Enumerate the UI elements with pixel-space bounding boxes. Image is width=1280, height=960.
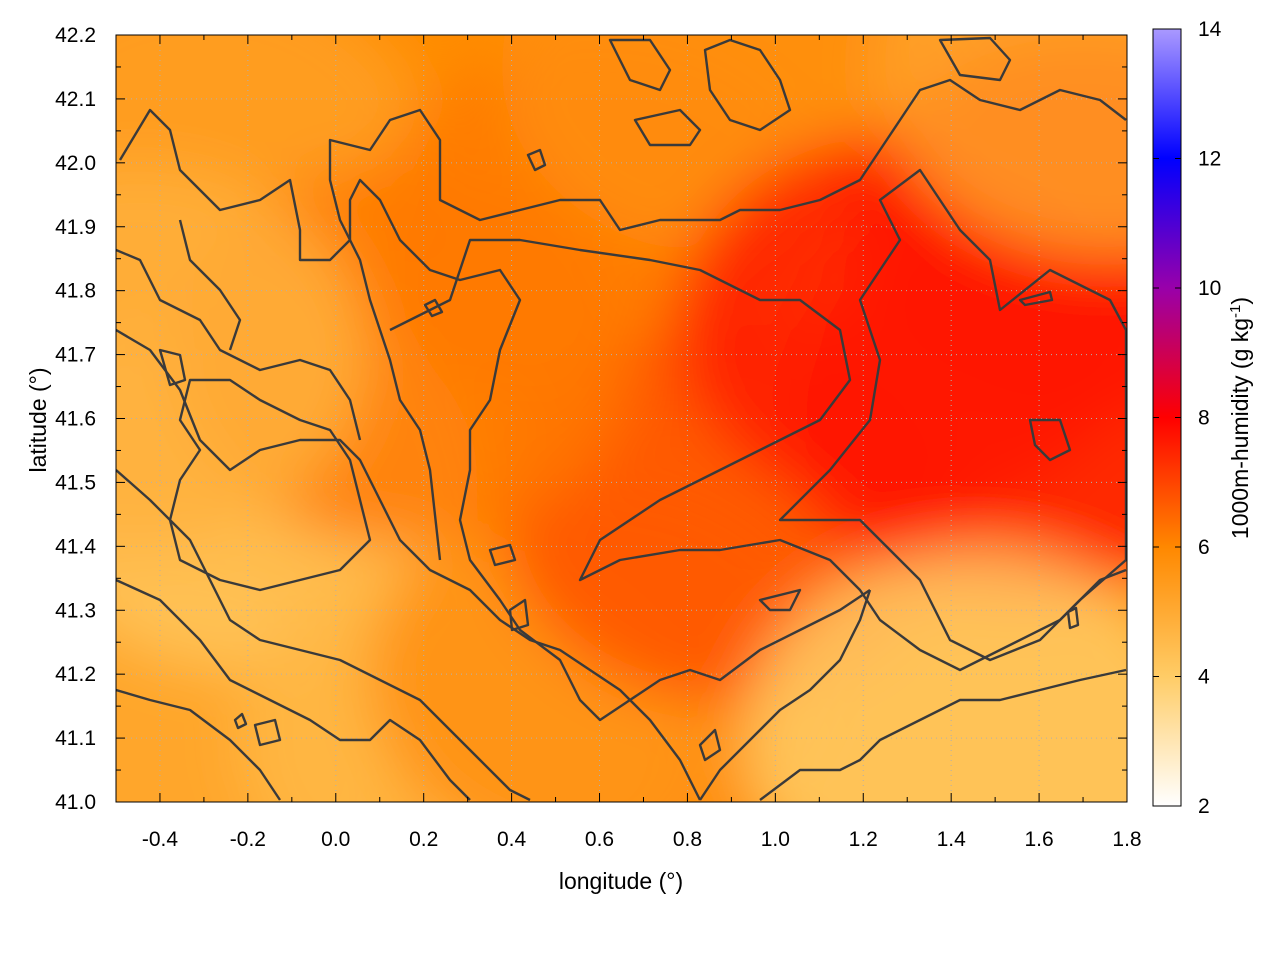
y-tick-label: 41.9 bbox=[55, 216, 96, 239]
contour-line bbox=[1066, 606, 1080, 630]
colorbar-tick-label: 2 bbox=[1198, 795, 1210, 818]
contour-line bbox=[233, 712, 248, 730]
contour-line bbox=[116, 248, 362, 441]
heatmap-sample bbox=[787, 228, 1127, 609]
y-tick-label: 41.8 bbox=[55, 280, 96, 303]
y-axis-label: latitude (°) bbox=[25, 367, 51, 472]
x-tick-label: 1.0 bbox=[761, 828, 790, 851]
x-tick-label: 1.6 bbox=[1024, 828, 1053, 851]
x-tick-label: 0.8 bbox=[673, 828, 702, 851]
contour-line bbox=[328, 78, 1127, 561]
y-tick-label: 42.1 bbox=[55, 88, 96, 111]
x-tick-label: 1.2 bbox=[849, 828, 878, 851]
contour-line bbox=[116, 469, 531, 802]
contour-line bbox=[423, 298, 444, 318]
contour-line bbox=[508, 598, 530, 632]
colorbar-tick-label: 14 bbox=[1198, 18, 1222, 41]
axis-ticks bbox=[116, 34, 1128, 803]
y-tick-labels: 41.0 41.1 41.2 41.3 41.4 41.5 41.6 41.7 41.8 41.9… bbox=[55, 24, 96, 814]
x-tick-label: 1.4 bbox=[937, 828, 967, 851]
y-tick-label: 42.0 bbox=[55, 152, 96, 175]
x-tick-label: 1.8 bbox=[1112, 828, 1141, 851]
contour-line bbox=[116, 328, 702, 801]
contour-line bbox=[1028, 418, 1072, 462]
x-tick-label: -0.4 bbox=[142, 828, 179, 851]
contour-lines bbox=[116, 36, 1127, 802]
contour-line bbox=[759, 668, 1127, 801]
x-tick-label: 0.6 bbox=[585, 828, 614, 851]
colorbar-label-sup: -1 bbox=[1227, 305, 1244, 318]
contour-line bbox=[158, 348, 187, 387]
y-tick-label: 41.4 bbox=[55, 535, 96, 558]
contour-line bbox=[633, 108, 702, 147]
colorbar-ticks bbox=[1153, 28, 1181, 807]
colorbar-label: 1000m-humidity (g kg-1) bbox=[1227, 297, 1253, 539]
x-tick-label: 0.4 bbox=[497, 828, 527, 851]
x-tick-label: 0.2 bbox=[409, 828, 438, 851]
contour-line bbox=[1018, 290, 1054, 307]
colorbar-tick-label: 12 bbox=[1198, 148, 1221, 171]
contour-line bbox=[168, 378, 372, 592]
contour-line bbox=[703, 38, 792, 132]
contour-line bbox=[116, 688, 281, 801]
colorbar-tick-label: 10 bbox=[1198, 277, 1221, 300]
colorbar-tick-labels: 2 4 6 8 10 12 14 bbox=[1198, 18, 1222, 818]
contour-line bbox=[778, 168, 1127, 662]
contour-line bbox=[758, 588, 802, 612]
contour-line bbox=[389, 238, 1127, 672]
y-tick-label: 41.2 bbox=[55, 663, 96, 686]
y-tick-label: 41.0 bbox=[55, 791, 96, 814]
x-tick-labels: -0.4 -0.2 0.0 0.2 0.4 0.6 0.8 1.0 1.2 1.4 1.6 1.8 bbox=[142, 828, 1142, 851]
contour-line bbox=[938, 36, 1012, 82]
y-tick-label: 42.2 bbox=[55, 24, 96, 47]
y-tick-label: 41.1 bbox=[55, 727, 96, 750]
y-tick-label: 41.3 bbox=[55, 599, 96, 622]
y-tick-label: 41.5 bbox=[55, 471, 96, 494]
heatmap-sample bbox=[743, 548, 1127, 802]
contour-line bbox=[253, 718, 282, 747]
colorbar-tick-label: 6 bbox=[1198, 536, 1210, 559]
y-tick-label: 41.7 bbox=[55, 344, 96, 367]
x-tick-label: 0.0 bbox=[321, 828, 350, 851]
x-tick-label: -0.2 bbox=[230, 828, 266, 851]
x-axis-label: longitude (°) bbox=[559, 868, 683, 894]
contour-line bbox=[526, 148, 547, 172]
colorbar-tick-label: 4 bbox=[1198, 666, 1210, 689]
colorbar: 2 4 6 8 10 12 14 1000m-humidity (g kg-1) bbox=[1152, 18, 1253, 818]
contour-line bbox=[698, 728, 722, 762]
colorbar-tick-label: 8 bbox=[1198, 407, 1210, 430]
colorbar-label-end: ) bbox=[1227, 297, 1253, 305]
contour-line bbox=[488, 543, 517, 567]
contour-line bbox=[116, 578, 471, 801]
colorbar-label-main: 1000m-humidity (g kg bbox=[1227, 318, 1253, 539]
contour-line bbox=[699, 589, 872, 801]
contour-line bbox=[178, 219, 242, 351]
y-tick-label: 41.6 bbox=[55, 408, 96, 431]
contour-line bbox=[118, 108, 871, 722]
